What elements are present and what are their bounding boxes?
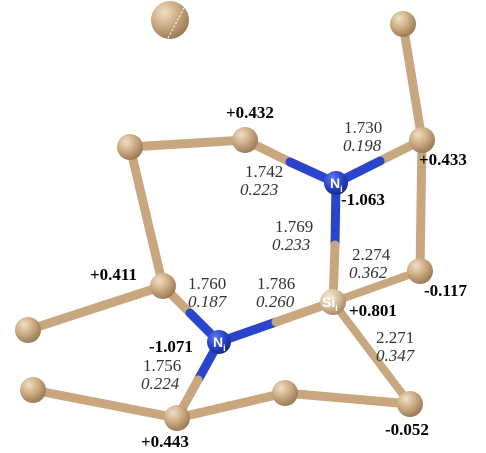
bond-length-si-cbottom: 2.271 bbox=[376, 328, 415, 347]
bond-c-right-top-c-top-right bbox=[398, 19, 427, 145]
bond-si-c-bottom-right bbox=[329, 298, 414, 408]
charge-c-bottom-left: +0.443 bbox=[141, 432, 189, 451]
bond-length-ntop-si: 1.769 bbox=[275, 217, 314, 236]
atom-n-top bbox=[324, 171, 348, 195]
atom-label-n-top: Ni bbox=[330, 176, 343, 196]
atom-c-left bbox=[150, 273, 176, 299]
atom-si-element: Si bbox=[322, 294, 336, 310]
silicon-bonds bbox=[329, 267, 424, 408]
atom-c-bottom-left bbox=[164, 405, 190, 431]
bond-length-ntop-c: 1.742 bbox=[245, 162, 284, 181]
atom-c-corner-top-highlight bbox=[167, 7, 185, 39]
bond-c-top-c-upper-left bbox=[125, 135, 250, 152]
bond-wbi-nleft-c: 0.187 bbox=[188, 292, 227, 311]
bond-c-upper-left-c-left bbox=[125, 142, 168, 291]
atom-label-n-left: Ni bbox=[213, 335, 226, 355]
atom-c-top-right bbox=[390, 11, 416, 37]
bond-wbi-si-cmid: 0.362 bbox=[349, 263, 388, 282]
charge-c-left: +0.411 bbox=[90, 265, 137, 284]
charge-c-top: +0.432 bbox=[226, 103, 274, 122]
bond-wbi-ntop-si: 0.233 bbox=[272, 235, 311, 254]
atom-c-top bbox=[232, 127, 258, 153]
charge-c-right-top: +0.433 bbox=[419, 150, 467, 169]
atom-n-top-sub: i bbox=[340, 183, 343, 194]
bond-wbi-si-cbottom: 0.347 bbox=[376, 346, 415, 365]
bond-c-bottom-left-c-bottom-mid bbox=[172, 388, 290, 423]
charge-si: +0.801 bbox=[349, 301, 397, 320]
atom-c-corner-top bbox=[151, 1, 189, 39]
bond-c-left-c-far-left bbox=[23, 281, 168, 335]
atom-c-right-top bbox=[409, 127, 435, 153]
atom-si bbox=[320, 289, 346, 315]
atom-n-left-element: N bbox=[213, 334, 224, 350]
bond-wbi-ntop-cright: 0.198 bbox=[343, 136, 382, 155]
atom-n-left-sub: i bbox=[223, 342, 226, 353]
charge-c-bottom-right: -0.052 bbox=[385, 420, 429, 439]
atom-n-left bbox=[207, 330, 231, 354]
bond-length-nleft-c: 1.760 bbox=[188, 274, 227, 293]
bond-c-bottom-mid-c-bottom-right bbox=[280, 388, 415, 409]
bond-wbi-ntop-c: 0.223 bbox=[240, 180, 279, 199]
charge-n-top: -1.063 bbox=[341, 190, 385, 209]
atom-n-top-element: N bbox=[330, 175, 341, 191]
atom-c-far-left-bottom bbox=[20, 377, 46, 403]
atom-c-far-left bbox=[15, 317, 41, 343]
carbon-bonds bbox=[23, 19, 427, 423]
bond-length-nleft-si: 1.786 bbox=[257, 274, 296, 293]
atom-label-si: Sii bbox=[322, 295, 338, 315]
atom-c-upper-left bbox=[117, 134, 143, 160]
charge-c-right-mid: -0.117 bbox=[424, 281, 467, 300]
carbon-atoms bbox=[15, 1, 435, 431]
bond-length-nleft-cbottom: 1.756 bbox=[143, 356, 182, 375]
bond-length-si-cmid: 2.274 bbox=[352, 245, 391, 264]
bond-wbi-nleft-si: 0.260 bbox=[256, 292, 295, 311]
atom-c-bottom-right bbox=[397, 391, 423, 417]
bond-wbi-nleft-cbottom: 0.224 bbox=[141, 374, 180, 393]
atom-si-sub: i bbox=[335, 302, 338, 313]
atom-c-bottom-mid bbox=[272, 380, 298, 406]
bond-c-right-top-c-right-mid bbox=[415, 135, 427, 276]
atom-c-right-mid bbox=[407, 258, 433, 284]
bond-si-c-right-mid bbox=[329, 267, 424, 306]
bond-length-ntop-cright: 1.730 bbox=[344, 118, 383, 137]
bond-c-bottom-left-c-far-left-bottom bbox=[28, 385, 182, 423]
charge-n-left: -1.071 bbox=[149, 337, 193, 356]
